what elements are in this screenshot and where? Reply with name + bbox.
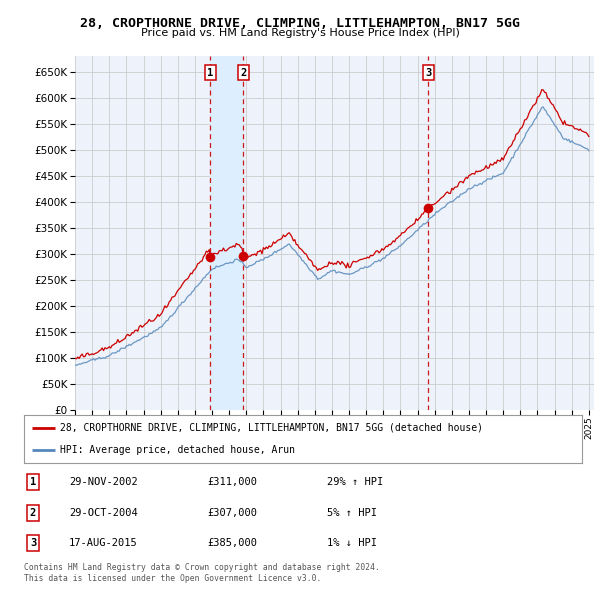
Text: 1: 1 [30, 477, 36, 487]
Text: 1% ↓ HPI: 1% ↓ HPI [327, 539, 377, 548]
Text: 2: 2 [30, 508, 36, 517]
Text: 17-AUG-2015: 17-AUG-2015 [69, 539, 138, 548]
Text: 1: 1 [208, 68, 214, 78]
Bar [211, 56, 244, 410]
Text: 3: 3 [425, 68, 431, 78]
Text: £385,000: £385,000 [207, 539, 257, 548]
Text: 28, CROPTHORNE DRIVE, CLIMPING, LITTLEHAMPTON, BN17 5GG (detached house): 28, CROPTHORNE DRIVE, CLIMPING, LITTLEHA… [60, 423, 483, 433]
Text: This data is licensed under the Open Government Licence v3.0.: This data is licensed under the Open Gov… [24, 574, 322, 583]
Text: £307,000: £307,000 [207, 508, 257, 517]
Text: 29% ↑ HPI: 29% ↑ HPI [327, 477, 383, 487]
Text: 29-OCT-2004: 29-OCT-2004 [69, 508, 138, 517]
Text: HPI: Average price, detached house, Arun: HPI: Average price, detached house, Arun [60, 445, 295, 455]
Text: £311,000: £311,000 [207, 477, 257, 487]
Text: 28, CROPTHORNE DRIVE, CLIMPING, LITTLEHAMPTON, BN17 5GG: 28, CROPTHORNE DRIVE, CLIMPING, LITTLEHA… [80, 17, 520, 30]
Text: 29-NOV-2002: 29-NOV-2002 [69, 477, 138, 487]
Text: Price paid vs. HM Land Registry's House Price Index (HPI): Price paid vs. HM Land Registry's House … [140, 28, 460, 38]
Text: 2: 2 [240, 68, 247, 78]
Text: Contains HM Land Registry data © Crown copyright and database right 2024.: Contains HM Land Registry data © Crown c… [24, 563, 380, 572]
Text: 3: 3 [30, 539, 36, 548]
Text: 5% ↑ HPI: 5% ↑ HPI [327, 508, 377, 517]
